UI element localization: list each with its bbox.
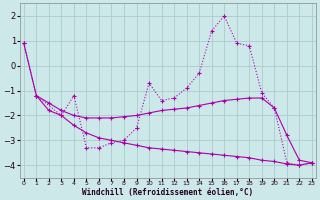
X-axis label: Windchill (Refroidissement éolien,°C): Windchill (Refroidissement éolien,°C) — [82, 188, 253, 197]
